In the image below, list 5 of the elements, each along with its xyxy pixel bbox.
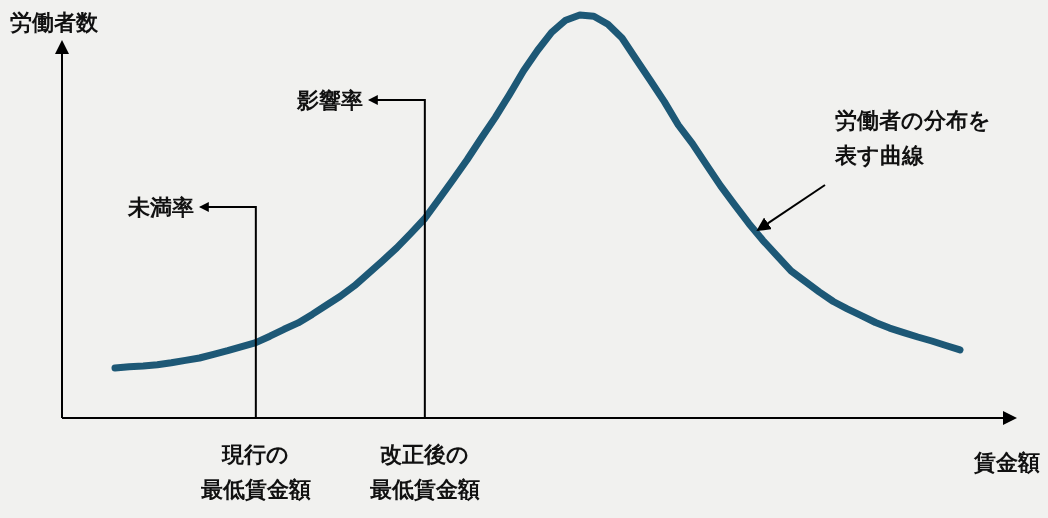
annotation: 影響率 xyxy=(296,88,363,113)
ylabel: 労働者数 xyxy=(10,10,98,35)
xlabel: 賃金額 xyxy=(974,450,1040,475)
annotation: 労働者の分布を表す曲線 xyxy=(835,108,991,169)
annotation: 未満率 xyxy=(127,195,194,220)
